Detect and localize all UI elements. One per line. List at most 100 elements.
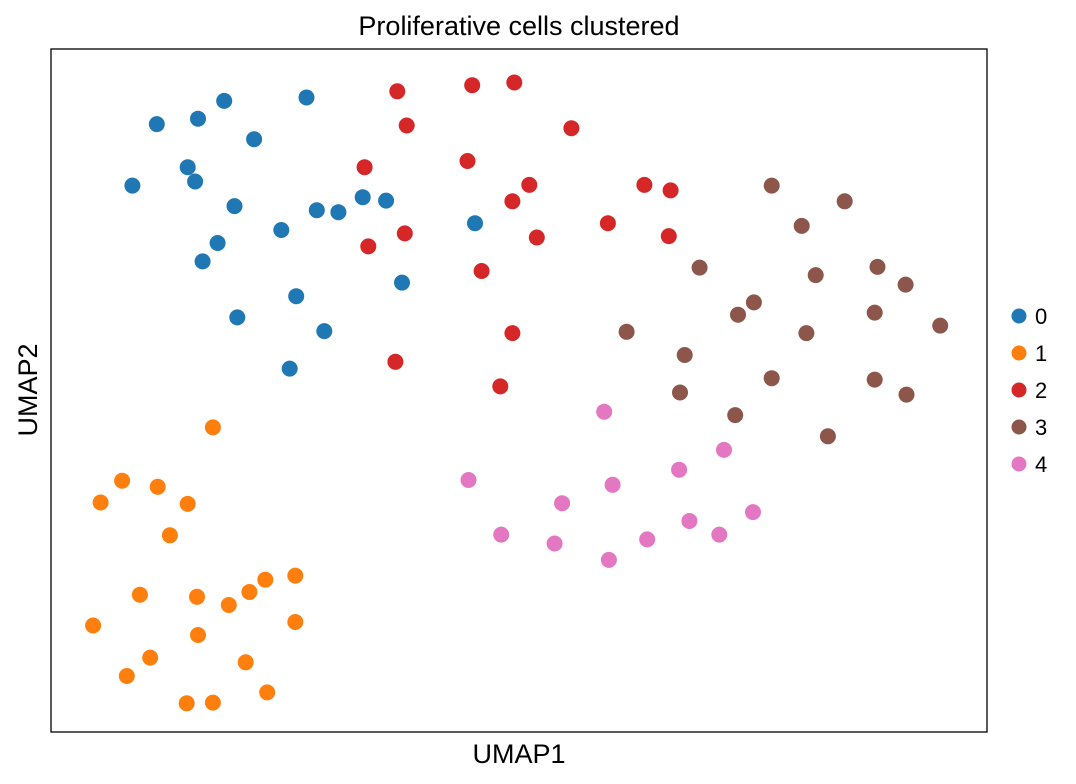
- point-cluster-2-18: [387, 353, 404, 370]
- point-cluster-2-10: [662, 182, 679, 199]
- point-cluster-0-21: [467, 215, 483, 232]
- legend-label-4: 4: [1035, 452, 1047, 477]
- legend-label-1: 1: [1035, 341, 1047, 366]
- point-cluster-3-9: [866, 304, 883, 321]
- point-cluster-2-14: [599, 215, 616, 232]
- point-cluster-3-4: [807, 267, 824, 284]
- point-cluster-1-13: [190, 627, 206, 643]
- point-cluster-4-7: [745, 504, 761, 521]
- point-cluster-1-6: [131, 586, 148, 603]
- point-cluster-4-0: [596, 403, 613, 420]
- point-cluster-3-15: [866, 371, 883, 388]
- point-cluster-2-17: [504, 325, 521, 342]
- point-cluster-1-3: [92, 494, 109, 511]
- point-cluster-3-19: [819, 428, 836, 445]
- point-cluster-1-7: [189, 588, 205, 605]
- point-cluster-4-1: [716, 441, 732, 458]
- point-cluster-3-13: [676, 347, 693, 363]
- point-cluster-0-4: [187, 173, 204, 190]
- point-cluster-4-4: [604, 476, 621, 493]
- point-cluster-1-9: [241, 584, 258, 600]
- point-cluster-1-11: [287, 567, 304, 584]
- point-cluster-0-2: [179, 159, 196, 176]
- point-cluster-0-11: [273, 222, 290, 238]
- legend-label-2: 2: [1035, 378, 1047, 403]
- point-cluster-2-2: [506, 74, 523, 91]
- plot-area-frame: [50, 48, 988, 733]
- point-cluster-3-14: [763, 370, 780, 387]
- points-layer: [85, 74, 949, 712]
- legend-marker-2: [1011, 382, 1027, 398]
- point-cluster-0-14: [316, 323, 333, 340]
- point-cluster-0-0: [124, 177, 141, 194]
- point-cluster-1-20: [259, 684, 276, 701]
- legend-label-3: 3: [1035, 415, 1047, 440]
- legend-item-3: 3: [1011, 415, 1047, 440]
- point-cluster-3-1: [836, 193, 853, 210]
- point-cluster-2-15: [660, 228, 677, 245]
- point-cluster-1-8: [220, 597, 237, 613]
- point-cluster-4-5: [554, 495, 571, 512]
- series-1: [85, 419, 304, 712]
- point-cluster-2-9: [636, 176, 653, 193]
- legend-item-0: 0: [1011, 304, 1047, 329]
- legend-marker-3: [1011, 419, 1027, 435]
- point-cluster-4-10: [639, 531, 656, 548]
- point-cluster-0-20: [281, 360, 298, 377]
- series-0: [124, 89, 483, 377]
- point-cluster-1-19: [204, 694, 221, 711]
- point-cluster-0-9: [226, 198, 243, 215]
- point-cluster-2-11: [360, 238, 377, 255]
- point-cluster-3-6: [897, 276, 914, 293]
- point-cluster-0-15: [308, 202, 325, 219]
- legend-marker-4: [1011, 456, 1027, 472]
- point-cluster-4-3: [460, 472, 477, 488]
- point-cluster-0-8: [246, 131, 263, 148]
- point-cluster-3-8: [730, 306, 746, 323]
- point-cluster-0-5: [216, 92, 233, 109]
- point-cluster-4-9: [546, 535, 563, 552]
- point-cluster-0-18: [378, 192, 395, 209]
- point-cluster-1-10: [257, 571, 274, 588]
- point-cluster-1-12: [85, 617, 102, 634]
- point-cluster-0-6: [194, 253, 211, 270]
- point-cluster-3-2: [793, 217, 810, 234]
- point-cluster-0-16: [330, 204, 347, 221]
- point-cluster-2-4: [563, 120, 580, 137]
- point-cluster-4-12: [600, 551, 617, 568]
- point-cluster-3-18: [727, 407, 744, 424]
- point-cluster-3-5: [869, 258, 886, 275]
- point-cluster-1-1: [114, 472, 131, 489]
- point-cluster-0-13: [288, 288, 305, 305]
- point-cluster-0-7: [209, 235, 226, 251]
- point-cluster-2-7: [521, 176, 538, 193]
- x-axis-label: UMAP1: [472, 739, 565, 769]
- series-3: [618, 177, 949, 445]
- point-cluster-0-1: [148, 116, 165, 133]
- legend-marker-0: [1011, 308, 1027, 324]
- point-cluster-2-6: [459, 153, 476, 169]
- point-cluster-1-14: [142, 649, 159, 666]
- point-cluster-4-2: [671, 461, 688, 478]
- point-cluster-3-7: [745, 294, 762, 311]
- legend-item-1: 1: [1011, 341, 1047, 366]
- point-cluster-2-8: [504, 193, 521, 210]
- point-cluster-3-11: [798, 325, 815, 342]
- point-cluster-1-16: [237, 654, 254, 671]
- point-cluster-2-5: [356, 159, 373, 176]
- legend-marker-1: [1011, 345, 1027, 361]
- point-cluster-3-12: [932, 317, 949, 334]
- legend-label-0: 0: [1035, 304, 1047, 329]
- point-cluster-0-19: [394, 274, 410, 291]
- point-cluster-3-0: [763, 177, 780, 194]
- chart-title: Proliferative cells clustered: [358, 11, 679, 41]
- point-cluster-3-16: [672, 384, 688, 401]
- legend: 0 1 2 3 4: [1011, 304, 1047, 477]
- point-cluster-2-16: [473, 263, 490, 279]
- point-cluster-3-3: [691, 259, 708, 276]
- point-cluster-2-12: [396, 225, 413, 242]
- point-cluster-1-15: [118, 668, 135, 684]
- point-cluster-1-0: [204, 419, 221, 436]
- point-cluster-4-8: [493, 526, 510, 543]
